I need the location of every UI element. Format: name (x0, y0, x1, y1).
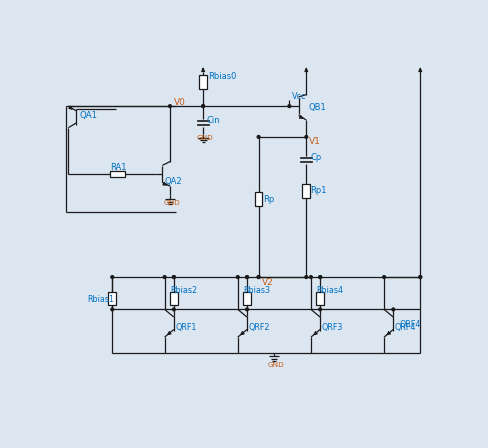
Circle shape (257, 276, 260, 279)
Text: Rbias4: Rbias4 (316, 286, 344, 295)
Circle shape (257, 136, 260, 138)
Text: V1: V1 (309, 137, 321, 146)
Bar (316, 293, 324, 305)
Text: QRF3: QRF3 (322, 323, 343, 332)
Bar (243, 293, 251, 305)
Circle shape (288, 105, 291, 108)
Circle shape (305, 136, 308, 138)
Text: GND: GND (268, 362, 285, 368)
Text: Rp: Rp (263, 195, 274, 204)
Circle shape (392, 308, 395, 311)
Circle shape (163, 276, 166, 279)
Circle shape (169, 105, 171, 108)
Text: QA2: QA2 (164, 177, 182, 186)
Text: QRF2: QRF2 (248, 323, 270, 332)
Text: Vcc: Vcc (292, 92, 306, 101)
Circle shape (202, 105, 204, 108)
Circle shape (172, 276, 175, 279)
Text: GND: GND (197, 135, 214, 142)
Text: QRF1: QRF1 (175, 323, 197, 332)
Circle shape (236, 276, 239, 279)
Bar (170, 293, 178, 305)
Bar (110, 171, 125, 177)
Circle shape (111, 276, 114, 279)
Circle shape (319, 276, 322, 279)
Circle shape (172, 308, 175, 311)
Circle shape (245, 276, 248, 279)
Circle shape (111, 308, 114, 311)
Text: RA1: RA1 (110, 163, 126, 172)
Text: Rbias2: Rbias2 (170, 286, 197, 295)
Circle shape (245, 276, 248, 279)
Circle shape (319, 276, 322, 279)
Circle shape (305, 276, 308, 279)
Circle shape (172, 276, 175, 279)
Text: GND: GND (164, 200, 181, 206)
Text: Rbias0: Rbias0 (208, 73, 236, 82)
Text: QB1: QB1 (308, 103, 326, 112)
Text: Rbias3: Rbias3 (243, 286, 270, 295)
Bar (108, 293, 116, 305)
Text: V0: V0 (174, 98, 186, 107)
Bar (255, 192, 263, 206)
Circle shape (319, 308, 322, 311)
Circle shape (245, 308, 248, 311)
Bar (199, 75, 207, 89)
Circle shape (383, 276, 386, 279)
Text: QRF4: QRF4 (395, 323, 416, 332)
Text: Cp: Cp (310, 153, 322, 162)
Bar (303, 184, 310, 198)
Circle shape (257, 276, 260, 279)
Circle shape (419, 276, 422, 279)
Text: QA1: QA1 (79, 111, 97, 120)
Text: V2: V2 (263, 278, 274, 287)
Circle shape (202, 105, 204, 108)
Circle shape (309, 276, 312, 279)
Text: Cin: Cin (207, 116, 221, 125)
Text: QRF4: QRF4 (400, 320, 421, 329)
Text: Rp1: Rp1 (310, 186, 326, 195)
Circle shape (419, 276, 422, 279)
Text: Rbias1: Rbias1 (88, 295, 115, 304)
